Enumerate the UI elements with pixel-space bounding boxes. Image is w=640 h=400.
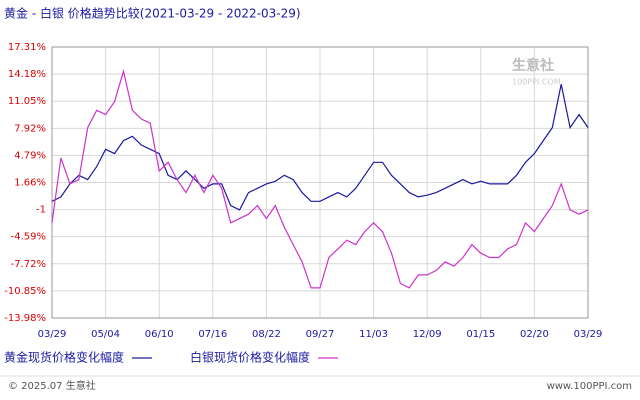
series-line	[51, 68, 589, 289]
x-tick-label: 01/15	[466, 329, 495, 340]
y-tick-label: 14.18%	[8, 69, 46, 80]
y-tick-label: -1	[36, 205, 46, 216]
plot-border	[51, 46, 589, 319]
y-tick-label: -13.98%	[4, 313, 46, 324]
x-tick-label: 02/20	[520, 329, 549, 340]
x-tick-label: 12/09	[413, 329, 442, 340]
legend-label: 黄金现货价格变化幅度	[4, 350, 124, 365]
series-line	[51, 84, 589, 211]
y-tick-label: 7.92%	[14, 123, 46, 134]
y-tick-label: 4.79%	[14, 150, 46, 161]
x-tick-label: 03/29	[574, 329, 603, 340]
chart-title: 黄金 - 白银 价格趋势比较(2021-03-29 - 2022-03-29)	[4, 6, 301, 21]
y-tick-label: 11.05%	[8, 96, 46, 107]
x-tick-label: 06/10	[145, 329, 174, 340]
x-tick-label: 11/03	[359, 329, 388, 340]
footer-right: www.100PPI.com	[547, 381, 632, 392]
footer-left: © 2025.07 生意社	[8, 379, 96, 392]
x-tick-label: 08/22	[252, 329, 281, 340]
watermark-site: 100PPI.COM	[512, 78, 561, 87]
watermark: 生意社	[512, 57, 554, 74]
y-tick-label: 1.66%	[14, 178, 46, 189]
x-tick-label: 09/27	[306, 329, 335, 340]
x-tick-label: 03/29	[38, 329, 67, 340]
x-tick-label: 07/16	[198, 329, 227, 340]
legend-label: 白银现货价格变化幅度	[190, 350, 310, 365]
y-tick-label: -10.85%	[4, 286, 46, 297]
y-tick-label: -4.59%	[11, 232, 46, 243]
y-tick-label: -7.72%	[11, 259, 46, 270]
y-tick-label: 17.31%	[8, 42, 46, 53]
x-tick-label: 05/04	[91, 329, 120, 340]
